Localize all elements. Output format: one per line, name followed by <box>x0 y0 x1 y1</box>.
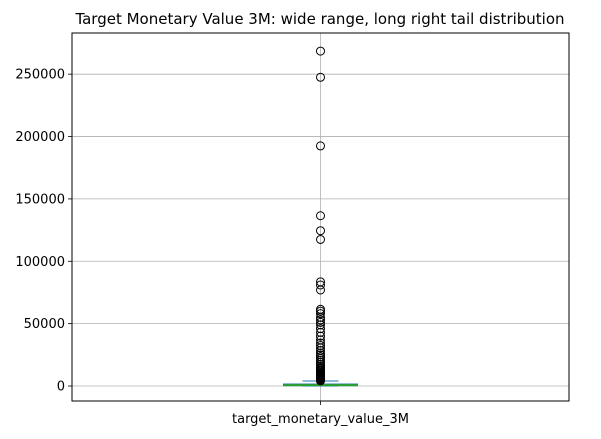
outlier-layer <box>316 46 325 386</box>
outlier-point-41 <box>316 304 325 314</box>
outlier-point-37 <box>316 315 325 325</box>
outlier-point-45 <box>316 234 325 244</box>
outlier-point-36 <box>316 317 325 327</box>
outlier-point-32 <box>316 331 325 341</box>
axis-layer: 0 50000 100000 150000 200000 250000 target_mon… <box>15 68 409 427</box>
outlier-point-47 <box>316 211 325 221</box>
outlier-point-34 <box>316 324 325 334</box>
outlier-point-48 <box>316 141 325 151</box>
outlier-point-33 <box>316 327 325 337</box>
chart-title: Target Monetary Value 3M: wide range, lo… <box>74 10 564 28</box>
outlier-point-30 <box>316 338 325 348</box>
y-tick-label-0: 0 <box>57 380 65 395</box>
outlier-point-26 <box>316 348 325 358</box>
y-tick-label-5: 250000 <box>15 68 65 83</box>
outlier-point-43 <box>316 280 325 290</box>
outlier-point-35 <box>316 320 325 330</box>
outlier-point-44 <box>316 277 325 287</box>
outlier-point-29 <box>316 340 325 350</box>
outlier-point-31 <box>316 335 325 345</box>
x-tick-label-0: target_monetary_value_3M <box>232 412 409 427</box>
y-tick-label-1: 50000 <box>24 317 65 332</box>
outlier-point-49 <box>316 72 325 82</box>
y-tick-label-2: 100000 <box>15 255 65 270</box>
outlier-point-39 <box>316 309 325 319</box>
y-tick-label-3: 150000 <box>15 192 65 207</box>
y-tick-label-4: 200000 <box>15 130 65 145</box>
grid-layer <box>72 33 569 401</box>
outlier-point-46 <box>316 226 325 236</box>
outlier-point-50 <box>316 46 325 56</box>
outlier-point-27 <box>316 345 325 355</box>
